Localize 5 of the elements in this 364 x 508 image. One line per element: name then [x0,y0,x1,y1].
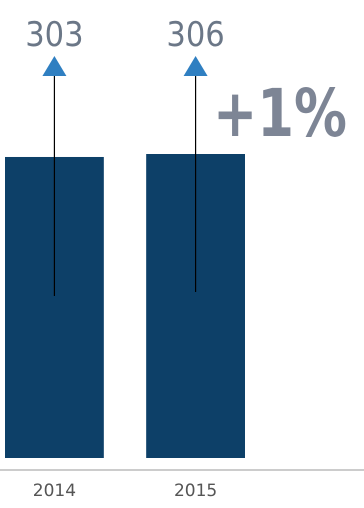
x-tick-label: 2015 [174,481,218,501]
text: +1% [213,75,364,152]
data-label: 306 [166,15,225,55]
data-label: 303 [25,15,84,55]
x-tick-label: 2014 [32,481,76,501]
